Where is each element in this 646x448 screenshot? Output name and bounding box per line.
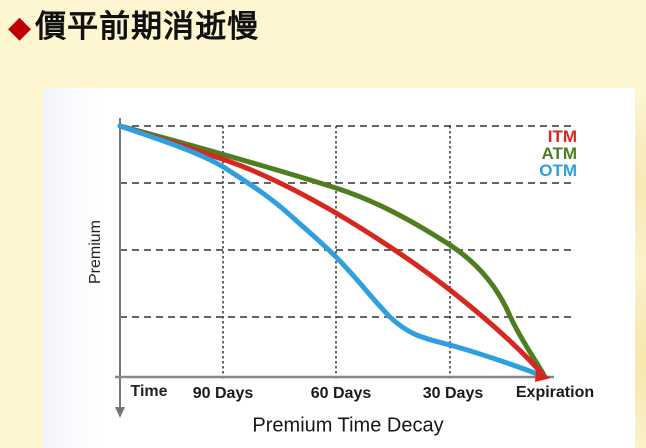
otm-curve bbox=[117, 123, 548, 380]
atm-curve bbox=[117, 123, 548, 380]
x-tick-expiration: Expiration bbox=[515, 384, 595, 401]
horizontal-gridlines bbox=[120, 125, 572, 318]
x-tick-90-days: 90 Days bbox=[192, 385, 254, 402]
premium-decay-chart bbox=[115, 118, 572, 418]
expiration-convergence-arrow-icon bbox=[535, 370, 551, 382]
diamond-bullet-icon: ◆ bbox=[8, 10, 32, 44]
y-axis-label: Premium bbox=[87, 219, 104, 285]
x-axis-label-time: Time bbox=[130, 383, 168, 400]
legend-item-otm: OTM bbox=[539, 161, 577, 180]
itm-curve bbox=[117, 123, 548, 380]
slide-title-row: ◆ 價平前期消逝慢 bbox=[8, 8, 259, 45]
slide-title: 價平前期消逝慢 bbox=[35, 9, 260, 44]
chart-panel: ITM ATM OTM Premium Time 90 Days 60 Days… bbox=[43, 88, 635, 448]
legend-item-atm: ATM bbox=[541, 144, 577, 163]
legend: ITM ATM OTM bbox=[539, 128, 577, 179]
time-axis-down-arrow-icon bbox=[115, 407, 125, 418]
x-tick-60-days: 60 Days bbox=[310, 385, 372, 402]
chart-title: Premium Time Decay bbox=[252, 414, 444, 437]
x-tick-30-days: 30 Days bbox=[422, 385, 484, 402]
legend-item-itm: ITM bbox=[547, 127, 577, 146]
